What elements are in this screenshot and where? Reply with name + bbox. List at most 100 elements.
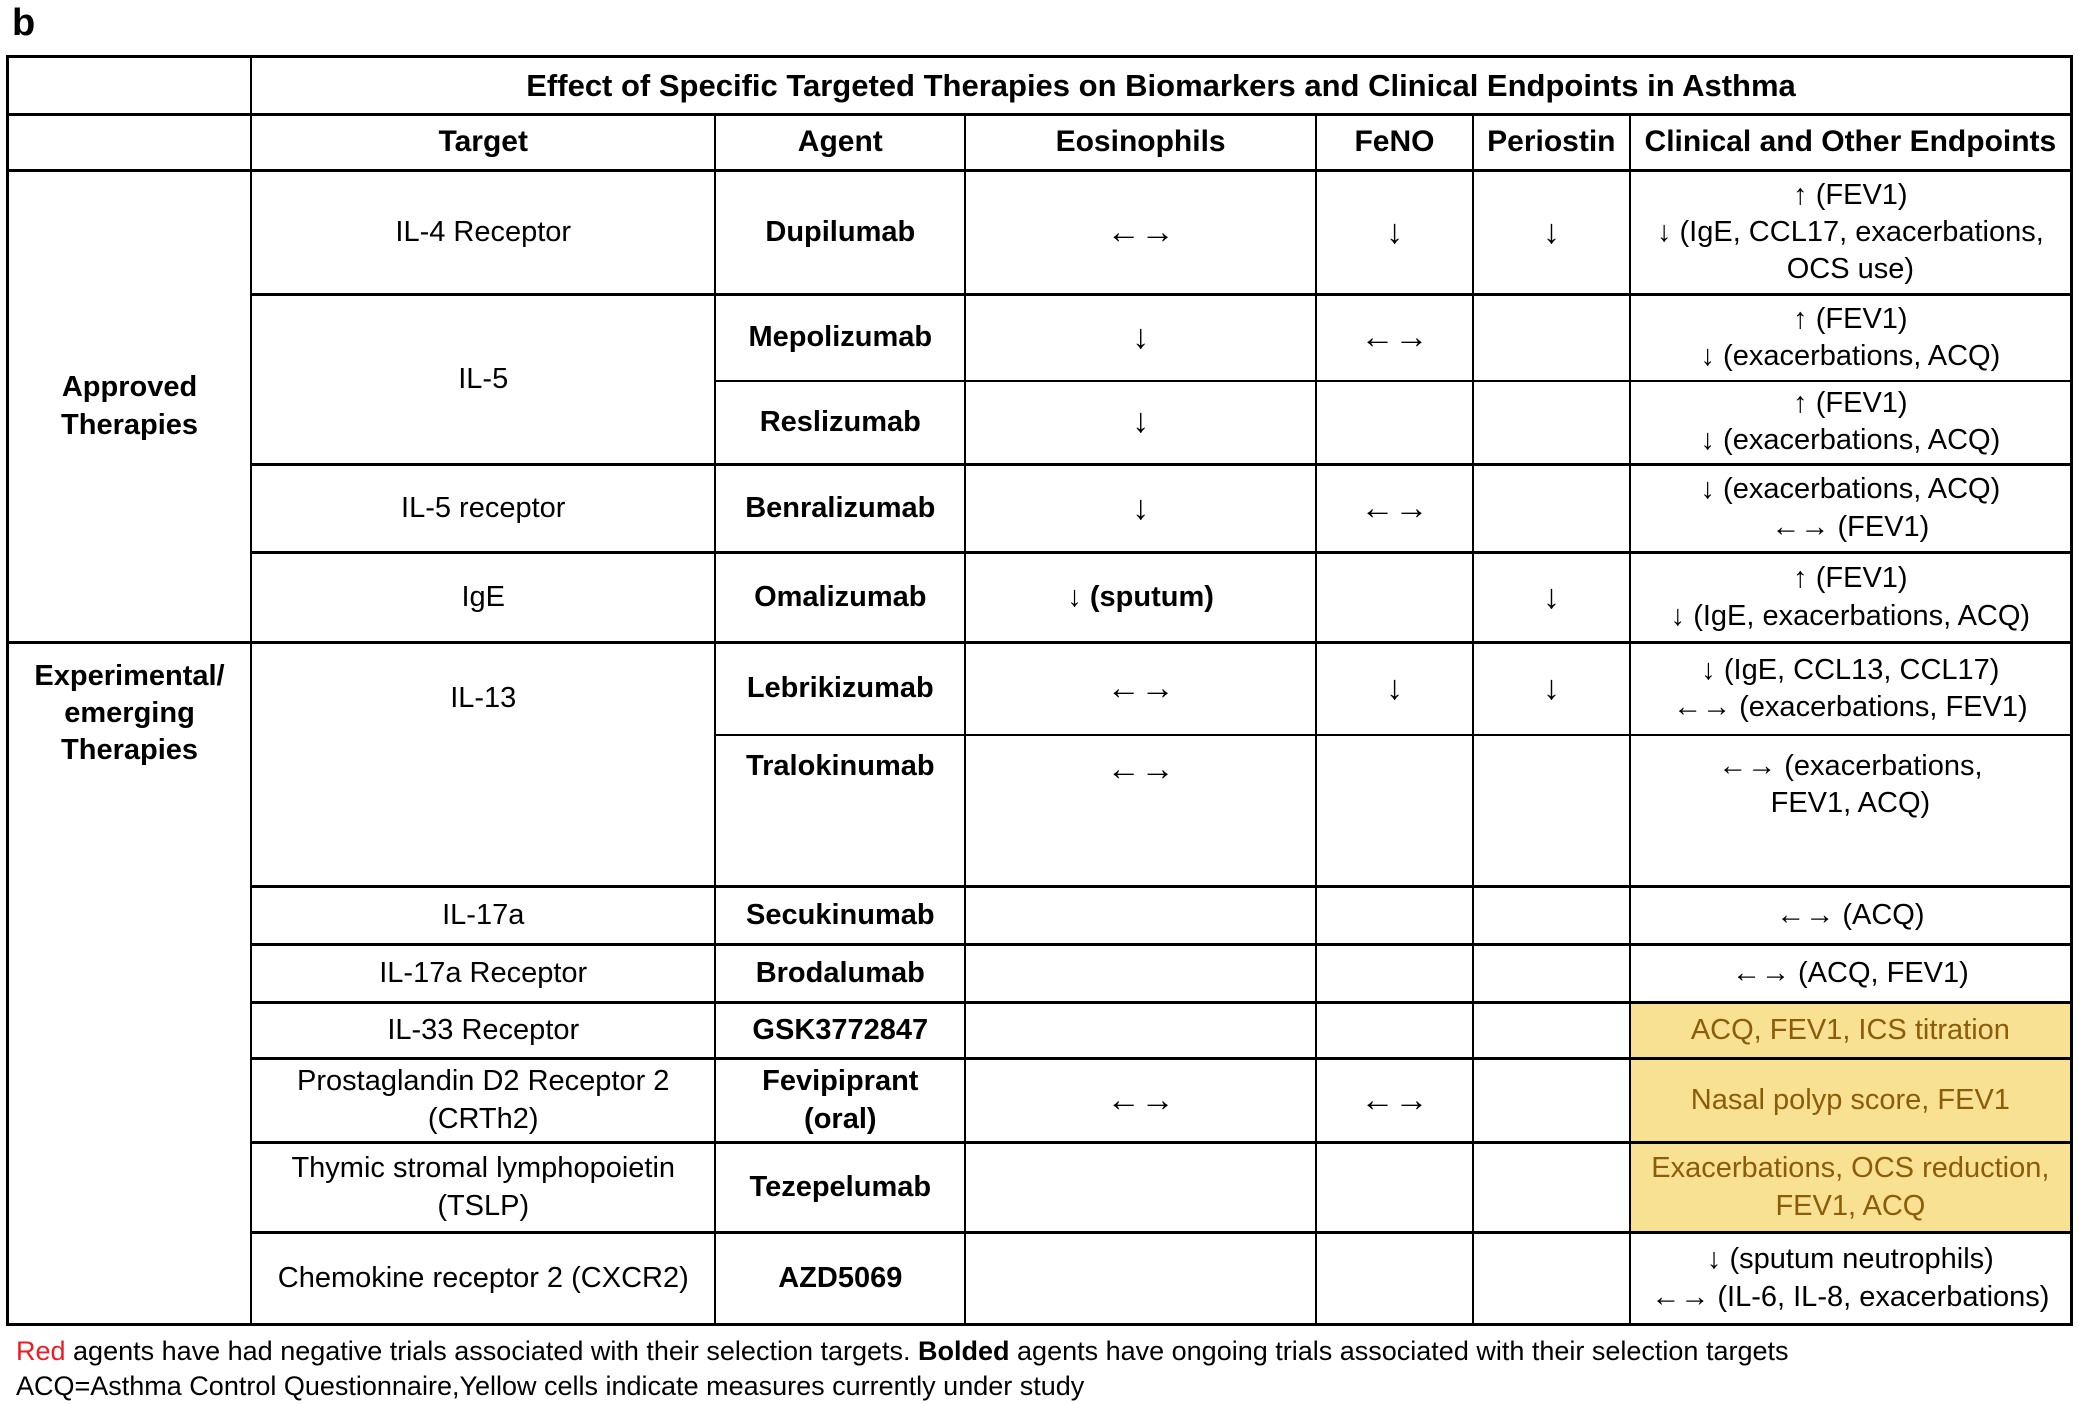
clinical-cell: ↓ (exacerbations, ACQ) ←→ (FEV1) [1628,463,2073,554]
target-cell: IL-17a [250,885,717,946]
clinical-line: ←→ (IL-6, IL-8, exacerbations) [1651,1280,2050,1313]
column-header-feno: FeNO [1315,113,1474,172]
eosinophils-cell: ←→ [964,641,1318,736]
footnote-bold-word: Bolded [918,1336,1010,1366]
eosinophils-cell: ←→ [964,169,1318,296]
feno-cell [1315,1001,1474,1060]
group-label-line: Therapies [61,408,199,441]
clinical-cell: ↑ (FEV1) ↓ (exacerbations, ACQ) [1628,293,2073,382]
group-label-line: Experimental/ [34,660,225,692]
target-cell: Thymic stromal lymphopoietin (TSLP) [250,1141,717,1234]
footnote-text: agents have ongoing trials associated wi… [1009,1336,1789,1366]
clinical-line: ↓ (exacerbations, ACQ) [1700,473,2001,506]
periostin-cell [1471,379,1631,466]
eosinophils-cell [964,943,1318,1004]
agent-cell: Lebrikizumab [714,641,967,736]
table-title: Effect of Specific Targeted Therapies on… [250,55,2073,116]
table-row: Effect of Specific Targeted Therapies on… [6,55,2073,116]
agent-cell: Reslizumab [714,379,967,466]
agent-cell: Omalizumab [714,551,967,644]
periostin-cell [1471,1231,1631,1326]
table-row: IL-17a Secukinumab ←→ (ACQ) [8,885,2073,946]
feno-cell: ↓ [1315,169,1474,296]
feno-cell: ←→ [1315,1057,1474,1144]
column-header-eosinophils: Eosinophils [964,113,1318,172]
clinical-line: OCS use) [1786,253,1915,286]
agent-cell: Mepolizumab [714,293,967,382]
table-row: Target Agent Eosinophils FeNO Periostin … [6,113,2073,172]
agent-line: (oral) [804,1102,877,1135]
clinical-line: ←→ (FEV1) [1771,510,1930,543]
table-row: IL-17a Receptor Brodalumab ←→ (ACQ, FEV1… [8,943,2073,1004]
table-row: Tralokinumab ←→ ←→ (exacerbations, FEV1,… [8,733,2073,888]
footnote-line-1: Red agents have had negative trials asso… [16,1334,1788,1369]
clinical-line: ←→ (ACQ) [1776,898,1925,931]
periostin-cell: ↓ [1471,551,1631,644]
clinical-line: ↓ (IgE, CCL13, CCL17) [1701,653,2000,686]
clinical-line: ↓ (sputum neutrophils) [1706,1243,1994,1276]
clinical-line: ↓ (IgE, exacerbations, ACQ) [1670,599,2031,632]
empty-corner-cell [6,55,253,116]
footnote: Red agents have had negative trials asso… [16,1334,1788,1404]
target-line: (TSLP) [437,1189,530,1222]
table-row: IL-33 Receptor GSK3772847 ACQ, FEV1, ICS… [8,1001,2073,1060]
table-row: Approved Therapies IL-4 Receptor Dupilum… [6,169,2073,644]
target-cell: IgE [250,551,717,644]
target-cell: Prostaglandin D2 Receptor 2 (CRTh2) [250,1057,717,1144]
group-cell-approved-therapies: Approved Therapies [6,169,253,644]
agent-cell: Benralizumab [714,463,967,554]
agent-cell: Dupilumab [714,169,967,296]
clinical-line: ←→ (ACQ, FEV1) [1731,956,1969,989]
group-label-line: emerging [64,697,195,730]
agent-line: Fevipiprant [762,1065,919,1098]
agent-cell: Tezepelumab [714,1141,967,1234]
eosinophils-cell: ←→ [964,1057,1318,1144]
footnote-text: agents have had negative trials associat… [65,1336,919,1366]
target-cell: IL-13 [250,641,717,888]
clinical-line: FEV1, ACQ) [1770,786,1931,819]
clinical-cell: ↑ (FEV1) ↓ (IgE, exacerbations, ACQ) [1628,551,2073,644]
target-line: Thymic stromal lymphopoietin [291,1152,676,1185]
eosinophils-cell [964,1141,1318,1234]
target-cell: IL-17a Receptor [250,943,717,1004]
agent-cell: GSK3772847 [714,1001,967,1060]
periostin-cell [1471,885,1631,946]
target-cell: IL-5 [250,293,717,466]
agent-cell: Tralokinumab [714,733,967,888]
periostin-cell [1471,1057,1631,1144]
clinical-cell-highlighted: Exacerbations, OCS reduction, FEV1, ACQ [1628,1141,2073,1234]
clinical-cell: ↓ (IgE, CCL13, CCL17) ←→ (exacerbations,… [1628,641,2073,736]
feno-cell: ←→ [1315,463,1474,554]
clinical-cell: ←→ (ACQ, FEV1) [1628,943,2073,1004]
eosinophils-cell: ←→ [964,733,1318,888]
feno-cell [1315,379,1474,466]
column-header-target: Target [250,113,717,172]
clinical-line: FEV1, ACQ [1775,1189,1926,1222]
footnote-line-2: ACQ=Asthma Control Questionnaire,Yellow … [16,1371,1085,1402]
periostin-cell [1471,1141,1631,1234]
table-row: Thymic stromal lymphopoietin (TSLP) Teze… [8,1141,2073,1234]
therapies-table: Effect of Specific Targeted Therapies on… [6,55,2073,1326]
column-header-periostin: Periostin [1471,113,1631,172]
target-cell: IL-5 receptor [250,463,717,554]
agent-cell: AZD5069 [714,1231,967,1326]
table-row: Chemokine receptor 2 (CXCR2) AZD5069 ↓ (… [8,1231,2073,1326]
clinical-cell: ↑ (FEV1) ↓ (exacerbations, ACQ) [1628,379,2073,466]
feno-cell [1315,943,1474,1004]
clinical-line: ↓ (IgE, CCL17, exacerbations, [1656,215,2044,248]
eosinophils-cell [964,1001,1318,1060]
feno-cell [1315,885,1474,946]
clinical-line: ↑ (FEV1) [1793,387,1908,420]
clinical-line: ↓ (exacerbations, ACQ) [1700,424,2001,457]
clinical-cell: ←→ (ACQ) [1628,885,2073,946]
figure-panel-label: b [12,2,36,44]
eosinophils-cell [964,1231,1318,1326]
column-header-agent: Agent [714,113,967,172]
periostin-cell: ↓ [1471,169,1631,296]
group-cell-experimental-therapies: Experimental/ emerging Therapies [6,641,253,1326]
feno-cell: ↓ [1315,641,1474,736]
eosinophils-cell: ↓ [964,463,1318,554]
column-header-clinical: Clinical and Other Endpoints [1628,113,2073,172]
periostin-cell [1471,293,1631,382]
clinical-cell: ↓ (sputum neutrophils) ←→ (IL-6, IL-8, e… [1628,1231,2073,1326]
